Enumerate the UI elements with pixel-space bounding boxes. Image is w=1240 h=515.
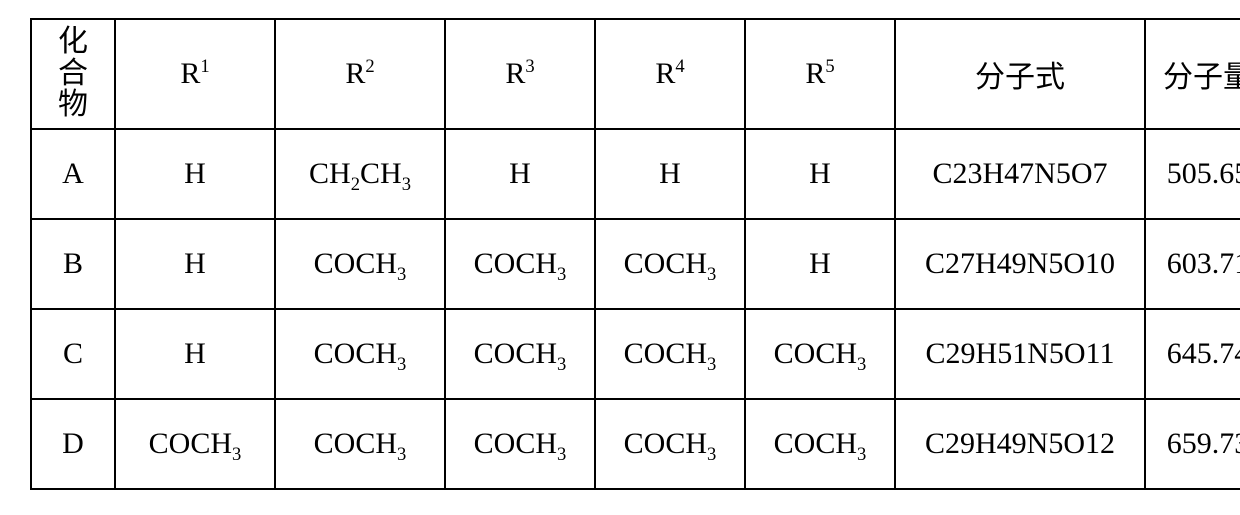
cell-value: C: [63, 337, 83, 370]
column-header-4: R4: [595, 19, 745, 129]
table-row: B H COCH3 COCH3 COCH3 H C27H49N5O10 603.71: [31, 219, 1240, 309]
cell-value: COCH3: [624, 247, 717, 280]
formula-cell: C29H49N5O12: [895, 399, 1145, 489]
r3-cell: H: [445, 129, 595, 219]
r5-cell: H: [745, 129, 895, 219]
table-row: D COCH3 COCH3 COCH3 COCH3 COCH3 C29H49N5O12 659…: [31, 399, 1240, 489]
r4-cell: COCH3: [595, 309, 745, 399]
cell-value: COCH3: [624, 337, 717, 370]
r1-cell: COCH3: [115, 399, 275, 489]
cell-value: H: [184, 157, 206, 190]
cell-value: H: [659, 157, 681, 190]
cell-value: CH2CH3: [309, 157, 411, 190]
cell-value: 645.74: [1167, 337, 1240, 370]
column-header-label: 分子量: [1163, 61, 1240, 94]
mw-cell: 603.71: [1145, 219, 1240, 309]
r1-cell: H: [115, 129, 275, 219]
column-header-label: R3: [505, 57, 534, 90]
column-header-label: R1: [180, 57, 209, 90]
r2-cell: COCH3: [275, 309, 445, 399]
r5-cell: COCH3: [745, 309, 895, 399]
column-header-6: 分子式: [895, 19, 1145, 129]
compound-cell: C: [31, 309, 115, 399]
cell-value: COCH3: [774, 427, 867, 460]
cell-value: H: [509, 157, 531, 190]
column-header-0: 化合物: [31, 19, 115, 129]
cell-value: 659.73: [1167, 427, 1240, 460]
r1-cell: H: [115, 309, 275, 399]
column-header-5: R5: [745, 19, 895, 129]
compound-cell: B: [31, 219, 115, 309]
cell-value: H: [809, 157, 831, 190]
compound-table-container: 化合物 R1 R2 R3 R4 R5 分子式 分子量 A H CH2CH3 H H H C23H47N5O…: [0, 0, 1240, 508]
r4-cell: COCH3: [595, 219, 745, 309]
table-row: A H CH2CH3 H H H C23H47N5O7 505.65: [31, 129, 1240, 219]
column-header-label: R4: [655, 57, 684, 90]
r5-cell: H: [745, 219, 895, 309]
cell-value: COCH3: [474, 337, 567, 370]
cell-value: COCH3: [314, 427, 407, 460]
column-header-3: R3: [445, 19, 595, 129]
cell-value: H: [184, 247, 206, 280]
r4-cell: COCH3: [595, 399, 745, 489]
column-header-label: R5: [805, 57, 834, 90]
formula-cell: C23H47N5O7: [895, 129, 1145, 219]
r2-cell: CH2CH3: [275, 129, 445, 219]
cell-value: C29H49N5O12: [925, 427, 1115, 460]
r1-cell: H: [115, 219, 275, 309]
cell-value: COCH3: [774, 337, 867, 370]
cell-value: COCH3: [474, 427, 567, 460]
r2-cell: COCH3: [275, 219, 445, 309]
compound-cell: A: [31, 129, 115, 219]
r3-cell: COCH3: [445, 399, 595, 489]
cell-value: C23H47N5O7: [932, 157, 1107, 190]
cell-value: A: [62, 157, 84, 190]
r3-cell: COCH3: [445, 219, 595, 309]
cell-value: 603.71: [1167, 247, 1240, 280]
cell-value: C29H51N5O11: [926, 337, 1115, 370]
mw-cell: 659.73: [1145, 399, 1240, 489]
cell-value: 505.65: [1167, 157, 1240, 190]
table-row: C H COCH3 COCH3 COCH3 COCH3 C29H51N5O11 645.74: [31, 309, 1240, 399]
formula-cell: C27H49N5O10: [895, 219, 1145, 309]
cell-value: H: [809, 247, 831, 280]
cell-value: COCH3: [314, 337, 407, 370]
column-header-1: R1: [115, 19, 275, 129]
column-header-label: 化合物: [58, 26, 88, 121]
cell-value: COCH3: [474, 247, 567, 280]
column-header-7: 分子量: [1145, 19, 1240, 129]
cell-value: COCH3: [624, 427, 717, 460]
cell-value: COCH3: [149, 427, 242, 460]
table-header-row: 化合物 R1 R2 R3 R4 R5 分子式 分子量: [31, 19, 1240, 129]
column-header-label: R2: [345, 57, 374, 90]
cell-value: B: [63, 247, 83, 280]
mw-cell: 505.65: [1145, 129, 1240, 219]
r3-cell: COCH3: [445, 309, 595, 399]
compound-cell: D: [31, 399, 115, 489]
cell-value: D: [62, 427, 84, 460]
r5-cell: COCH3: [745, 399, 895, 489]
r2-cell: COCH3: [275, 399, 445, 489]
column-header-2: R2: [275, 19, 445, 129]
cell-value: C27H49N5O10: [925, 247, 1115, 280]
r4-cell: H: [595, 129, 745, 219]
column-header-label: 分子式: [975, 61, 1065, 94]
formula-cell: C29H51N5O11: [895, 309, 1145, 399]
compound-table: 化合物 R1 R2 R3 R4 R5 分子式 分子量 A H CH2CH3 H H H C23H47N5O…: [30, 18, 1240, 490]
cell-value: H: [184, 337, 206, 370]
cell-value: COCH3: [314, 247, 407, 280]
mw-cell: 645.74: [1145, 309, 1240, 399]
